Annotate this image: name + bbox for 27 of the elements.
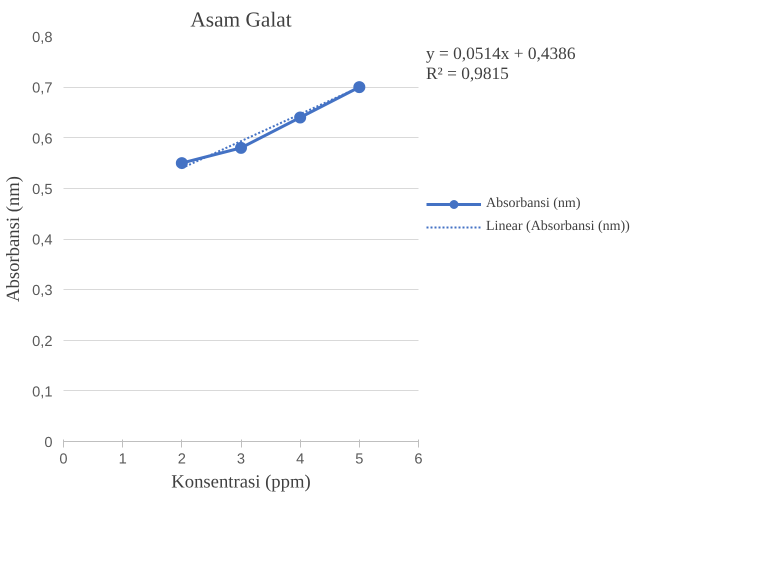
text: R² = 0,9815 xyxy=(426,64,509,83)
x-tick-label: 3 xyxy=(236,452,246,468)
legend-label: Absorbansi (nm) xyxy=(486,196,580,212)
y-tick-label: 0 xyxy=(44,435,53,451)
x-tick-label: 4 xyxy=(296,452,304,468)
x-tick-label: 1 xyxy=(118,452,127,468)
chart-title: Asam Galat xyxy=(190,8,292,32)
x-tick-label: 6 xyxy=(414,452,423,468)
y-tick-label: 0,1 xyxy=(32,384,52,400)
y-tick-label: 0,4 xyxy=(32,232,52,248)
y-tick-label: 0,6 xyxy=(32,131,52,148)
y-tick-label: 0,3 xyxy=(32,283,52,300)
x-axis-title: Konsentrasi (ppm) xyxy=(171,472,311,492)
y-tick-label: 0,5 xyxy=(32,182,52,198)
x-tick-label: 5 xyxy=(355,452,364,468)
x-tick-label: 0 xyxy=(59,452,68,468)
y-axis-title: Absorbansi (nm) xyxy=(3,176,24,302)
y-tick-label: 0,2 xyxy=(32,334,52,350)
y-tick-label: 0,8 xyxy=(32,30,52,46)
legend-label: Linear (Absorbansi (nm)) xyxy=(486,219,630,235)
point xyxy=(235,142,247,154)
point xyxy=(176,157,188,170)
y-tick-label: 0,7 xyxy=(32,80,52,97)
x-tick-label: 2 xyxy=(178,452,186,468)
point xyxy=(294,112,306,124)
point xyxy=(353,81,366,94)
text: y = 0,0514x + 0,4386 xyxy=(426,44,576,63)
